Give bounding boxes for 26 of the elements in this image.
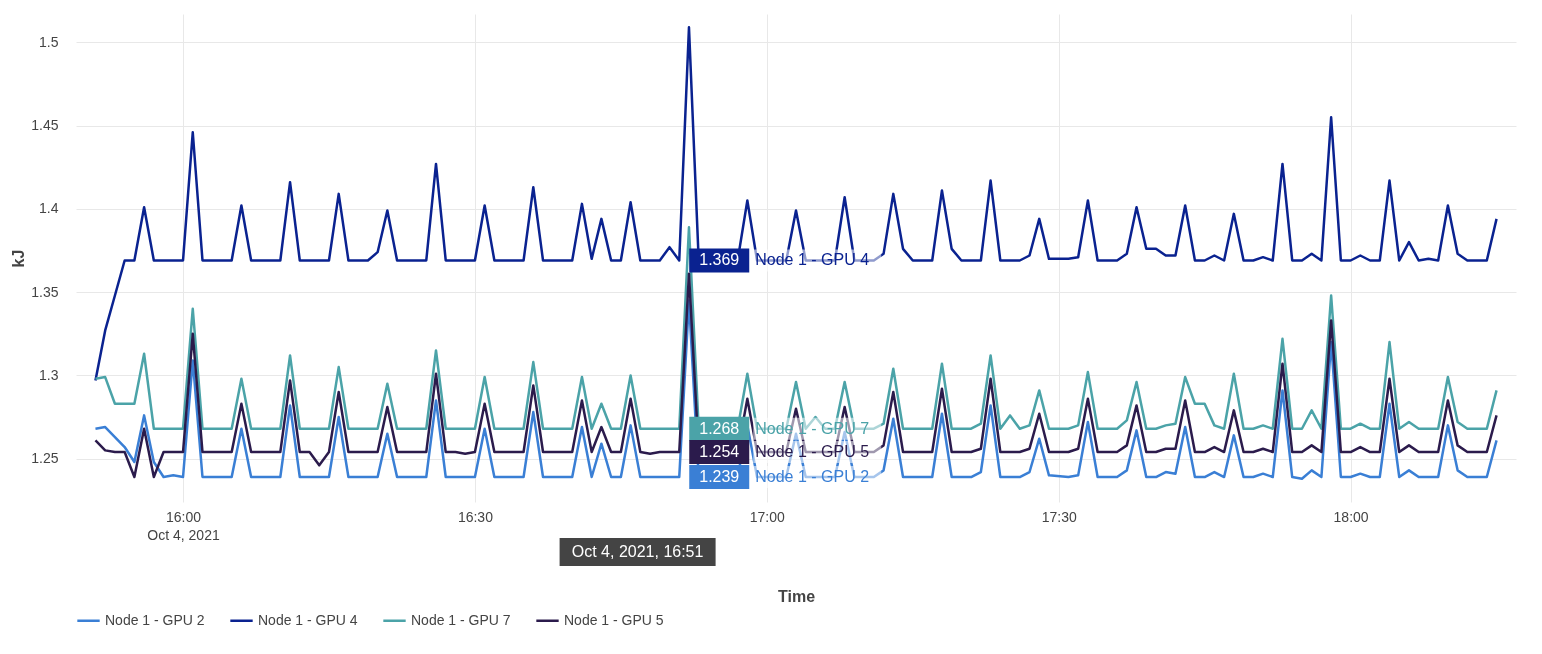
legend-label: Node 1 - GPU 5	[564, 611, 664, 628]
y-tick-label: 1.3	[39, 366, 59, 383]
annotation: 1.254	[699, 443, 740, 461]
y-tick-label: 1.25	[31, 450, 59, 467]
x-tick-label: 16:30	[457, 508, 494, 525]
y-axis-title: kJ	[10, 249, 28, 268]
x-axis-title: Time	[777, 587, 816, 605]
legend-label: Node 1 - GPU 4	[258, 611, 358, 628]
annotation: 1.369	[699, 251, 740, 269]
annotation: Node 1 - GPU 5	[755, 443, 870, 461]
annotation: Node 1 - GPU 4	[755, 251, 870, 269]
y-tick-label: 1.35	[31, 283, 59, 300]
text: Oct 4, 2021, 16:51	[571, 543, 704, 560]
x-tick-label: 16:00 Oct 4, 2021	[147, 508, 220, 543]
legend-label: Node 1 - GPU 2	[105, 611, 205, 628]
annotation: 1.239	[699, 468, 740, 486]
x-tick-label: 17:00	[749, 508, 786, 525]
y-tick-label: 1.5	[39, 33, 59, 50]
x-tick-label: 17:30	[1041, 508, 1077, 525]
line-series	[94, 26, 1498, 382]
legend-label: Node 1 - GPU 7	[411, 611, 511, 628]
annotation: 1.268	[699, 419, 740, 437]
annotation: Node 1 - GPU 2	[755, 468, 870, 486]
y-tick-label: 1.4	[39, 200, 59, 217]
y-tick-label: 1.45	[31, 117, 59, 134]
x-tick-label: 18:00	[1333, 508, 1369, 525]
